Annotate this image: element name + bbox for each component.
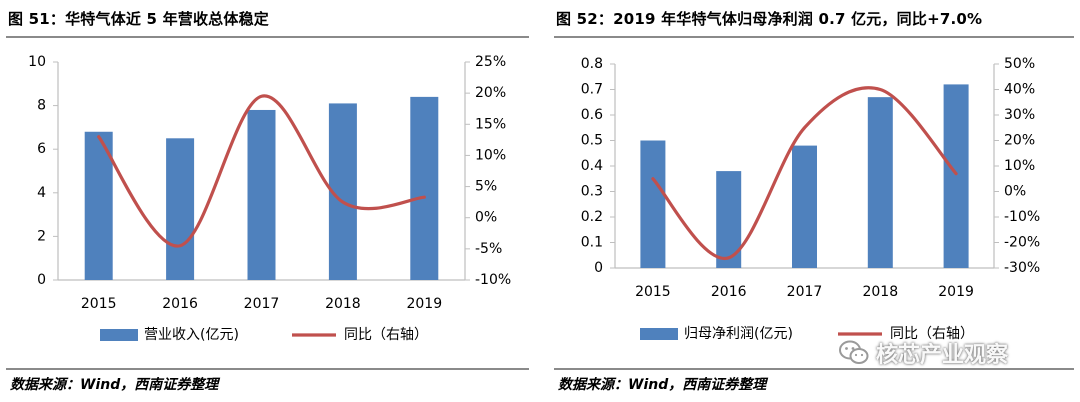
source-rule <box>554 368 1074 370</box>
right-tick-label: 15% <box>475 116 506 132</box>
watermark-text: 核芯产业观察 <box>876 343 1009 368</box>
right-tick-label: 10% <box>1004 158 1035 174</box>
x-tick-label: 2019 <box>938 284 974 300</box>
left-tick-label: 0.6 <box>581 107 603 123</box>
left-tick-label: 0 <box>37 272 46 288</box>
figure-title: 图 51：华特气体近 5 年营收总体稳定 <box>8 10 269 28</box>
right-tick-label: -30% <box>1004 260 1040 276</box>
title-rule <box>554 36 1074 38</box>
left-tick-label: 8 <box>37 98 46 114</box>
left-tick-label: 0.3 <box>581 184 603 200</box>
source-note: 数据来源：Wind，西南证券整理 <box>10 377 219 393</box>
left-tick-label: 0.1 <box>581 235 603 251</box>
right-tick-label: 40% <box>1004 82 1035 98</box>
x-tick-label: 2018 <box>325 296 361 312</box>
right-tick-label: -10% <box>475 272 511 288</box>
bar <box>867 97 893 269</box>
x-tick-label: 2019 <box>406 296 442 312</box>
legend-bar-label: 营业收入(亿元) <box>144 327 239 343</box>
left-tick-label: 10 <box>28 54 46 70</box>
left-tick-label: 6 <box>37 141 46 157</box>
right-tick-label: 20% <box>475 85 506 101</box>
chart-panel-revenue: 图 51：华特气体近 5 年营收总体稳定 0 2 4 6 8 10 -10% -5% 0% 5% 1… <box>0 0 535 402</box>
right-tick-label: 20% <box>1004 133 1035 149</box>
title-rule <box>6 36 529 38</box>
left-tick-label: 0 <box>594 260 603 276</box>
figure-title: 图 52：2019 年华特气体归母净利润 0.7 亿元，同比+7.0% <box>556 10 983 28</box>
legend-bar-swatch <box>100 329 138 341</box>
bar <box>943 84 969 269</box>
left-tick-label: 2 <box>37 228 46 244</box>
right-tick-label: 0% <box>475 210 497 226</box>
legend-line-label: 同比（右轴） <box>890 326 974 342</box>
left-tick-label: 0.4 <box>581 158 603 174</box>
left-tick-label: 0.8 <box>581 56 603 72</box>
bar <box>410 96 439 280</box>
right-tick-label: -20% <box>1004 235 1040 251</box>
bar <box>166 138 195 280</box>
net-profit-chart: 0 0.1 0.2 0.3 0.4 0.5 0.6 0.7 0.8 -30% -20% -10% 0% 1… <box>581 56 1040 342</box>
bar <box>84 131 113 280</box>
x-tick-label: 2017 <box>244 296 280 312</box>
right-tick-label: -10% <box>1004 209 1040 225</box>
legend-bar-swatch <box>640 328 678 340</box>
right-tick-label: 50% <box>1004 56 1035 72</box>
yoy-line <box>651 86 958 260</box>
right-tick-label: -5% <box>475 241 502 257</box>
legend-line-label: 同比（右轴） <box>344 327 428 343</box>
left-tick-label: 0.5 <box>581 133 603 149</box>
bar <box>247 109 276 281</box>
x-tick-label: 2016 <box>711 284 747 300</box>
bar <box>640 140 666 268</box>
right-tick-label: 30% <box>1004 107 1035 123</box>
source-note: 数据来源：Wind，西南证券整理 <box>558 377 767 393</box>
right-tick-label: 5% <box>475 179 497 195</box>
chart-panel-net-profit: 图 52：2019 年华特气体归母净利润 0.7 亿元，同比+7.0% 0 0.1… <box>548 0 1080 402</box>
right-tick-label: 10% <box>475 147 506 163</box>
bar <box>792 145 817 268</box>
x-tick-label: 2015 <box>635 284 671 300</box>
x-tick-label: 2015 <box>81 296 117 312</box>
legend-bar-label: 归母净利润(亿元) <box>684 325 793 342</box>
source-rule <box>6 368 529 370</box>
x-tick-label: 2018 <box>862 284 898 300</box>
x-tick-label: 2017 <box>787 284 823 300</box>
left-tick-label: 4 <box>37 185 46 201</box>
revenue-chart: 0 2 4 6 8 10 -10% -5% 0% 5% 10% 15% 20% 25% 2015 2016 20… <box>28 54 511 343</box>
right-tick-label: 25% <box>475 54 506 70</box>
left-tick-label: 0.2 <box>581 209 603 225</box>
left-tick-label: 0.7 <box>581 82 603 98</box>
yoy-line <box>97 94 426 248</box>
right-tick-label: 0% <box>1004 184 1026 200</box>
wechat-icon <box>839 340 869 364</box>
watermark: 核芯产业观察 <box>838 336 1008 370</box>
x-tick-label: 2016 <box>162 296 198 312</box>
